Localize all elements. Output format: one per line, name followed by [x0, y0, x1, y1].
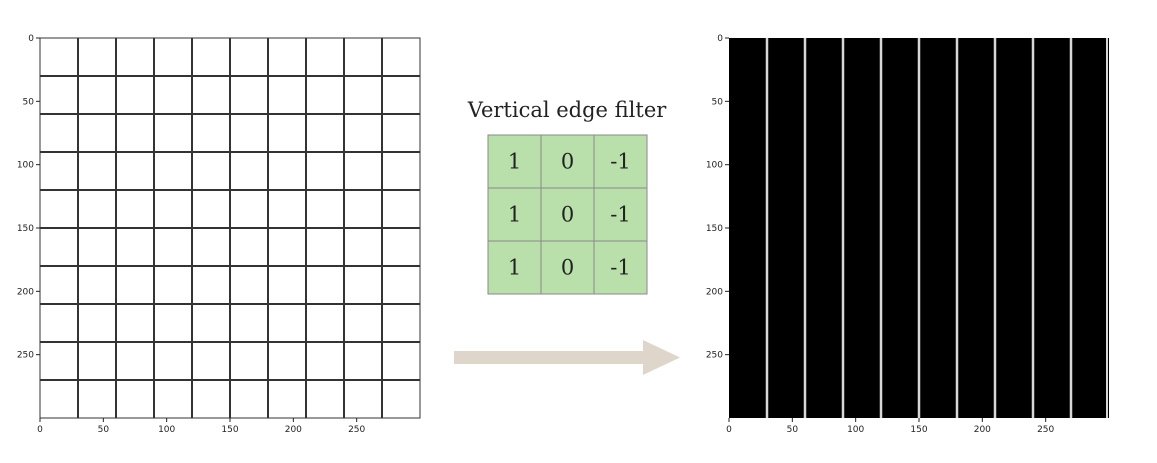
input-x-tick-label: 200 [285, 425, 302, 435]
output-x-tick-label: 200 [974, 425, 991, 435]
kernel-value: 0 [561, 150, 574, 174]
output-y-tick-label: 250 [706, 351, 723, 361]
output-x-tick-label: 100 [847, 425, 864, 435]
output-image-panel: 0 50 100 150 200 250 0 50 100 150 200 250 [706, 34, 1109, 435]
kernel-cell [540, 134, 595, 189]
input-y-tick-label: 250 [17, 351, 34, 361]
kernel-cell [487, 240, 542, 295]
output-y-tick-label: 0 [717, 34, 723, 44]
output-x-tick-label: 150 [910, 425, 927, 435]
kernel-cell [593, 240, 648, 295]
filter-title: Vertical edge filter [467, 98, 668, 122]
input-x-axis: 0 50 100 150 200 250 [37, 418, 366, 435]
kernel-value: -1 [610, 150, 630, 174]
kernel-value: 0 [561, 256, 574, 280]
output-edge-lines [765, 38, 1108, 418]
kernel-matrix: 1 0 -1 1 0 -1 1 0 -1 [487, 134, 648, 295]
input-y-tick-label: 150 [17, 224, 34, 234]
output-x-tick-label: 250 [1037, 425, 1054, 435]
input-y-tick-label: 0 [28, 34, 34, 44]
kernel-value: 1 [508, 150, 521, 174]
output-x-axis: 0 50 100 150 200 250 [726, 418, 1055, 435]
input-image-panel: 0 50 100 150 200 250 0 50 100 150 200 250 [17, 34, 421, 435]
input-y-tick-label: 50 [23, 97, 35, 107]
arrow-shaft [454, 351, 646, 364]
kernel-value: 1 [508, 203, 521, 227]
kernel-value: -1 [610, 203, 630, 227]
output-y-axis: 0 50 100 150 200 250 [706, 34, 729, 361]
input-x-tick-label: 50 [98, 425, 110, 435]
arrow-head [643, 340, 680, 375]
output-x-tick-label: 50 [787, 425, 799, 435]
kernel-cell [540, 187, 595, 242]
output-y-tick-label: 100 [706, 161, 723, 171]
input-x-tick-label: 100 [158, 425, 175, 435]
kernel-value: 1 [508, 256, 521, 280]
input-y-tick-label: 100 [17, 161, 34, 171]
input-y-tick-label: 200 [17, 287, 34, 297]
output-y-tick-label: 150 [706, 224, 723, 234]
input-y-axis: 0 50 100 150 200 250 [17, 34, 40, 361]
output-y-tick-label: 50 [712, 97, 724, 107]
kernel-cell [593, 134, 648, 189]
input-x-tick-label: 150 [221, 425, 238, 435]
kernel-value: -1 [610, 256, 630, 280]
input-x-tick-label: 250 [348, 425, 365, 435]
output-y-tick-label: 200 [706, 287, 723, 297]
kernel-cell [487, 187, 542, 242]
output-x-tick-label: 0 [726, 425, 732, 435]
input-x-tick-label: 0 [37, 425, 43, 435]
filter-panel: Vertical edge filter 1 0 -1 1 0 -1 1 0 -1 [467, 98, 668, 295]
kernel-value: 0 [561, 203, 574, 227]
right-arrow-icon [454, 340, 680, 375]
input-grid-lines [40, 38, 420, 418]
